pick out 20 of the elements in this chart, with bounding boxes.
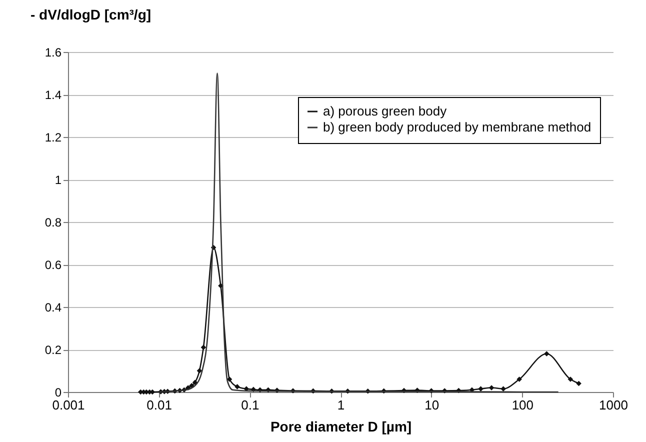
y-tick-label: 1 xyxy=(54,173,62,187)
legend-label: a) porous green body xyxy=(323,104,448,118)
y-tick-label: 0.8 xyxy=(44,216,62,230)
x-tick-label: 0.01 xyxy=(146,398,172,412)
y-tick-label: 0.2 xyxy=(44,343,62,357)
x-tick-label: 0.001 xyxy=(52,398,85,412)
x-axis-title: Pore diameter D [µm] xyxy=(270,418,412,434)
y-tick-label: 0.4 xyxy=(44,300,62,314)
y-tick-label: 0.6 xyxy=(44,258,62,272)
y-tick-label: 0 xyxy=(54,386,62,400)
x-tick-label: 1 xyxy=(337,398,345,412)
y-tick-label: 1.6 xyxy=(44,46,62,60)
x-tick-label: 1000 xyxy=(599,398,628,412)
y-tick-label: 1.2 xyxy=(44,130,62,144)
x-tick-label: 100 xyxy=(512,398,534,412)
x-tick-label: 10 xyxy=(424,398,440,412)
x-tick-label: 0.1 xyxy=(241,398,260,412)
y-tick-label: 1.4 xyxy=(44,88,62,102)
y-axis-title: - dV/dlogD [cm³/g] xyxy=(30,6,152,22)
legend-label: b) green body produced by membrane method xyxy=(323,120,592,134)
